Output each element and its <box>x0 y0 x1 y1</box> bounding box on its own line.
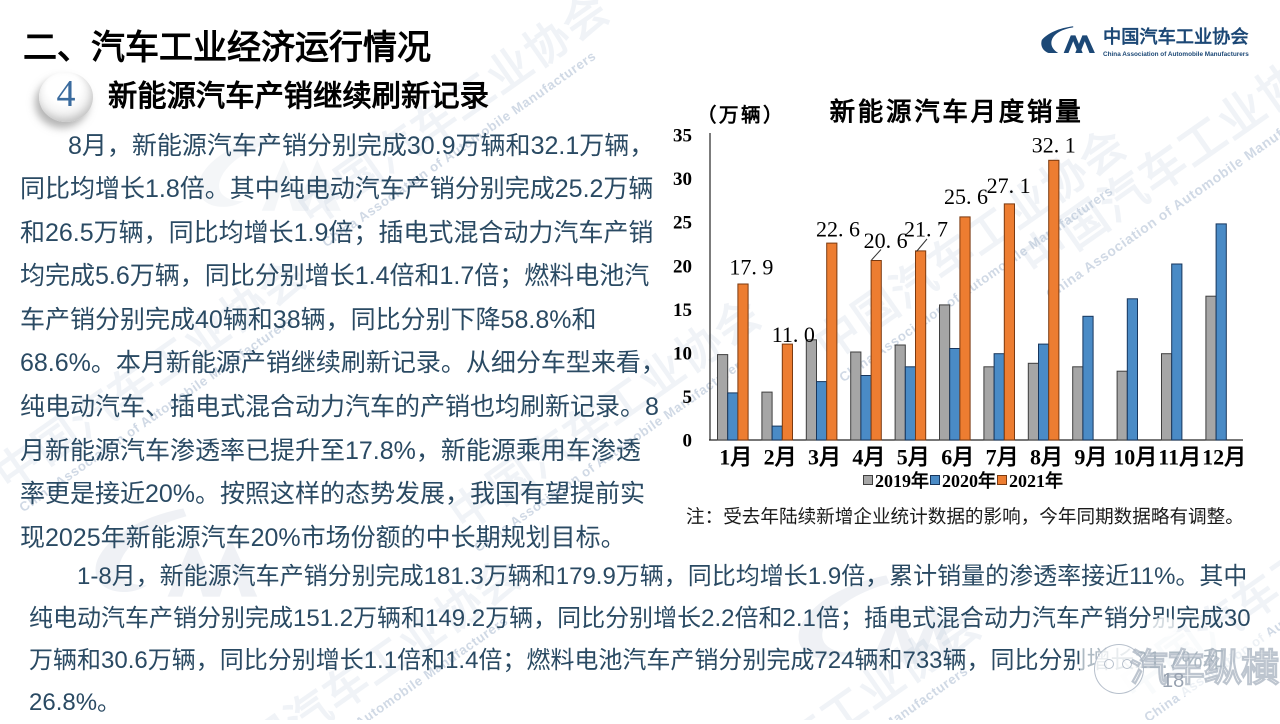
svg-text:6月: 6月 <box>941 445 974 470</box>
svg-text:2月: 2月 <box>764 445 797 470</box>
svg-text:12月: 12月 <box>1202 445 1246 470</box>
svg-text:35: 35 <box>673 126 692 147</box>
svg-text:20. 6: 20. 6 <box>864 228 908 253</box>
svg-text:新能源汽车月度销量: 新能源汽车月度销量 <box>830 98 1084 127</box>
svg-text:2019年: 2019年 <box>875 470 929 491</box>
svg-text:30: 30 <box>673 169 692 190</box>
svg-text:10: 10 <box>673 343 692 364</box>
svg-text:2020年: 2020年 <box>942 470 996 491</box>
svg-text:11. 0: 11. 0 <box>772 322 815 347</box>
svg-text:15: 15 <box>673 300 692 321</box>
svg-text:7月: 7月 <box>986 445 1019 470</box>
svg-text:5: 5 <box>683 387 693 408</box>
svg-text:21. 7: 21. 7 <box>904 217 948 242</box>
svg-text:27. 1: 27. 1 <box>987 173 1031 198</box>
svg-text:17. 9: 17. 9 <box>729 254 773 279</box>
svg-text:25: 25 <box>673 213 692 234</box>
svg-text:11月: 11月 <box>1158 445 1201 470</box>
svg-text:10月: 10月 <box>1113 445 1157 470</box>
svg-text:3月: 3月 <box>808 445 841 470</box>
svg-text:1月: 1月 <box>719 445 752 470</box>
svg-text:4月: 4月 <box>852 445 885 470</box>
svg-text:8月: 8月 <box>1030 445 1063 470</box>
svg-text:9月: 9月 <box>1074 445 1107 470</box>
svg-text:20: 20 <box>673 256 692 277</box>
svg-text:32. 1: 32. 1 <box>1032 132 1076 157</box>
svg-text:25. 6: 25. 6 <box>944 184 988 209</box>
svg-text:0: 0 <box>683 431 693 452</box>
svg-text:22. 6: 22. 6 <box>816 217 860 242</box>
svg-text:（万辆）: （万辆） <box>697 104 785 127</box>
svg-text:注：受去年陆续新增企业统计数据的影响，今年同期数据略有调整。: 注：受去年陆续新增企业统计数据的影响，今年同期数据略有调整。 <box>686 506 1244 527</box>
svg-text:2021年: 2021年 <box>1009 470 1063 491</box>
svg-text:5月: 5月 <box>897 445 930 470</box>
